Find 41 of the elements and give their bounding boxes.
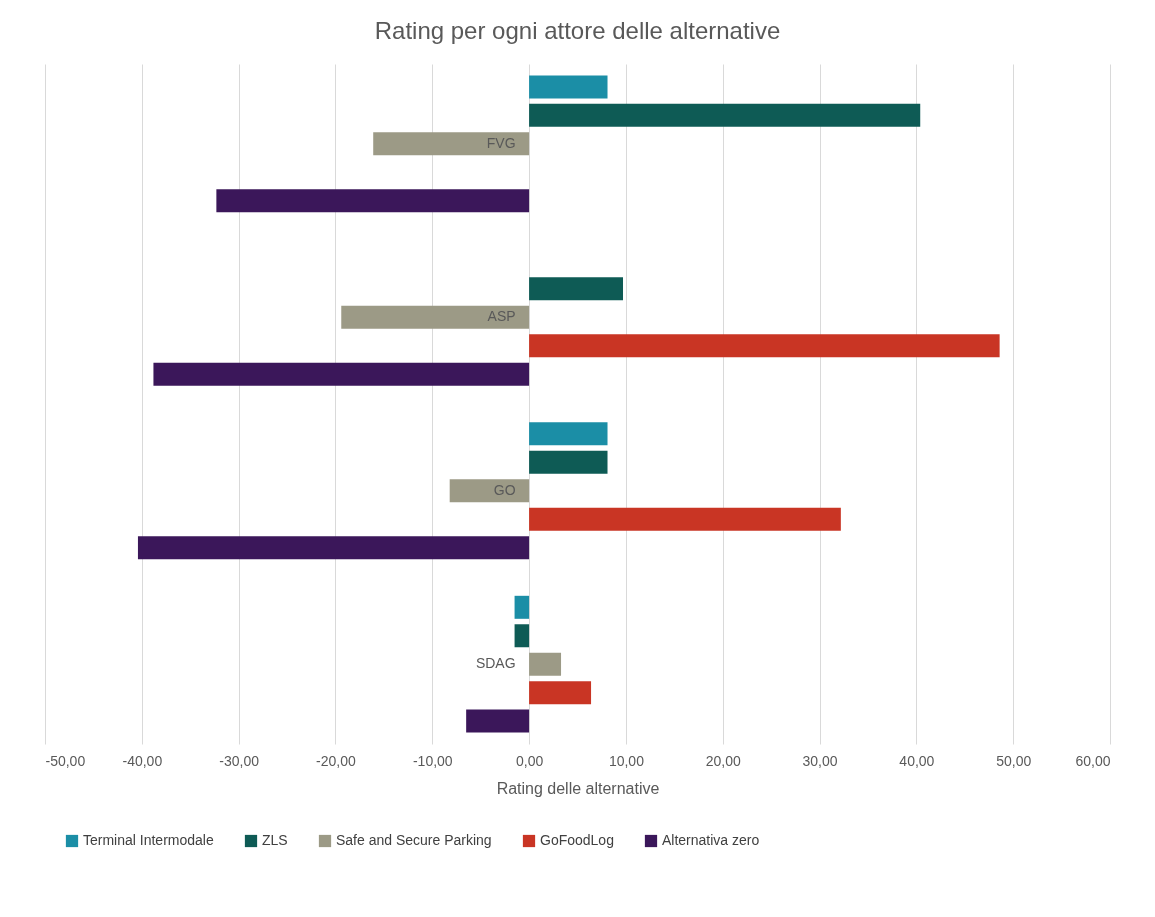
legend-label: Alternativa zero bbox=[662, 832, 760, 848]
bar bbox=[529, 450, 608, 474]
chart-title: Rating per ogni attore delle alternative bbox=[374, 17, 781, 44]
bar bbox=[529, 103, 921, 127]
legend-label: GoFoodLog bbox=[540, 832, 614, 848]
x-tick-label: -50,00 bbox=[45, 752, 86, 769]
bar bbox=[529, 652, 562, 676]
bar bbox=[137, 536, 530, 560]
bar bbox=[341, 305, 530, 329]
bar bbox=[514, 595, 530, 619]
x-tick-label: 30,00 bbox=[802, 752, 838, 769]
bar bbox=[216, 189, 530, 213]
legend-label: Terminal Intermodale bbox=[83, 832, 214, 848]
bar bbox=[529, 681, 592, 705]
x-tick-label: 10,00 bbox=[608, 752, 645, 769]
bar bbox=[529, 75, 608, 99]
x-tick-label: -30,00 bbox=[219, 752, 260, 769]
x-tick-label: -10,00 bbox=[412, 752, 453, 769]
bar bbox=[529, 334, 1000, 358]
bar bbox=[529, 507, 841, 531]
x-tick-label: -40,00 bbox=[122, 752, 163, 769]
x-tick-label: 50,00 bbox=[996, 752, 1032, 769]
bar bbox=[449, 479, 530, 503]
bar bbox=[153, 362, 530, 386]
x-axis-title: Rating delle alternative bbox=[496, 779, 660, 797]
y-tick-label: ASP bbox=[487, 308, 516, 325]
legend-label: ZLS bbox=[262, 832, 288, 848]
bar bbox=[514, 624, 530, 648]
y-tick-label: FVG bbox=[486, 134, 516, 151]
x-tick-label: 60,00 bbox=[1075, 752, 1111, 769]
x-tick-label: 20,00 bbox=[705, 752, 741, 769]
x-tick-label: -20,00 bbox=[316, 752, 357, 769]
bar bbox=[529, 277, 623, 301]
bar bbox=[529, 422, 608, 446]
bar bbox=[373, 132, 530, 156]
y-tick-label: GO bbox=[493, 481, 516, 498]
legend-label: Safe and Secure Parking bbox=[336, 832, 492, 848]
bar bbox=[466, 709, 530, 733]
y-tick-label: SDAG bbox=[475, 655, 516, 672]
x-tick-label: 0,00 bbox=[515, 752, 544, 769]
x-tick-label: 40,00 bbox=[899, 752, 935, 769]
